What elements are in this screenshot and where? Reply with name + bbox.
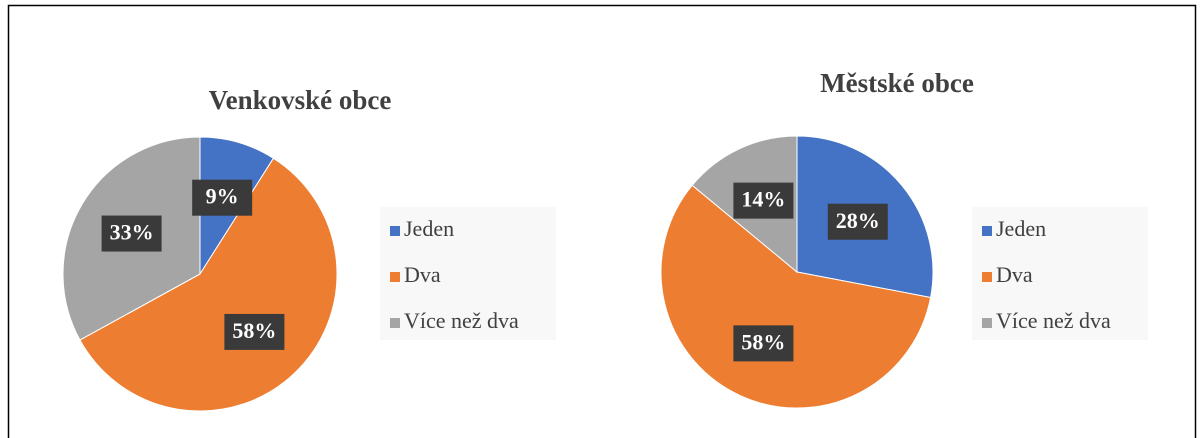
legend-swatch (390, 226, 400, 236)
chart-title: Městské obce (820, 68, 974, 98)
data-label: 58% (232, 318, 276, 343)
data-label-box (827, 203, 888, 240)
chart-title: Venkovské obce (209, 85, 392, 115)
pie-slice (660, 184, 932, 409)
data-label-box (101, 215, 162, 252)
legend-label: Více než dva (404, 308, 519, 333)
data-label: 9% (206, 184, 239, 209)
legend-label: Jeden (996, 216, 1046, 241)
legend-swatch (982, 272, 992, 282)
data-label-box (733, 182, 794, 219)
data-label-box (224, 313, 285, 350)
legend-swatch (390, 318, 400, 328)
legend-swatch (982, 226, 992, 236)
legend-swatch (390, 272, 400, 282)
data-label: 58% (741, 329, 785, 354)
data-label: 28% (836, 208, 880, 233)
legend-label: Jeden (404, 216, 454, 241)
legend (380, 207, 556, 340)
legend (972, 207, 1148, 340)
data-label: 14% (741, 187, 785, 212)
legend-label: Více než dva (996, 308, 1111, 333)
data-label-box (733, 325, 794, 362)
legend-label: Dva (404, 262, 441, 287)
legend-swatch (982, 318, 992, 328)
data-label: 33% (110, 220, 154, 245)
legend-label: Dva (996, 262, 1033, 287)
data-label-box (192, 179, 253, 216)
